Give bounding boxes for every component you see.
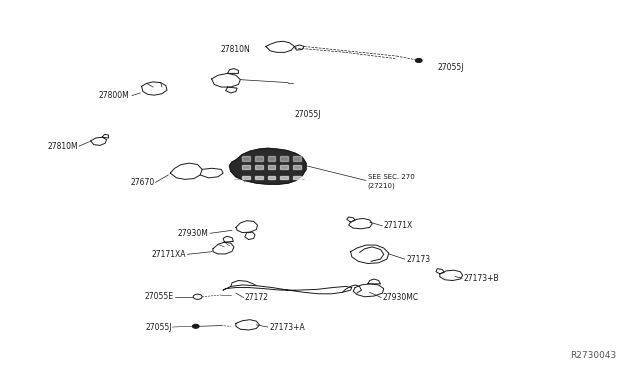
Polygon shape — [243, 164, 250, 169]
Text: 27055E: 27055E — [145, 292, 173, 301]
Text: 27055J: 27055J — [294, 109, 321, 119]
Polygon shape — [268, 164, 275, 169]
Circle shape — [415, 59, 422, 62]
Text: 27172: 27172 — [245, 293, 269, 302]
Text: 27930MC: 27930MC — [383, 293, 419, 302]
Polygon shape — [268, 176, 275, 179]
Text: 27810M: 27810M — [47, 142, 78, 151]
Text: 27173: 27173 — [406, 254, 430, 264]
Polygon shape — [280, 157, 288, 161]
Text: SEE SEC. 270: SEE SEC. 270 — [368, 174, 415, 180]
Text: 27173+A: 27173+A — [269, 323, 305, 331]
Text: 27800M: 27800M — [98, 91, 129, 100]
Polygon shape — [243, 176, 250, 179]
Polygon shape — [293, 157, 301, 161]
Text: 27173+B: 27173+B — [463, 274, 499, 283]
Text: 27055J: 27055J — [146, 323, 172, 331]
Text: 27930M: 27930M — [178, 229, 209, 238]
Polygon shape — [268, 157, 275, 161]
Text: 27055J: 27055J — [438, 63, 465, 72]
Text: 27171X: 27171X — [384, 221, 413, 230]
Polygon shape — [280, 176, 288, 179]
Text: (27210): (27210) — [368, 183, 396, 189]
Polygon shape — [255, 164, 262, 169]
Text: 27670: 27670 — [130, 178, 154, 187]
Polygon shape — [255, 176, 262, 179]
Text: R2730043: R2730043 — [570, 351, 616, 360]
Text: 27171XA: 27171XA — [152, 250, 186, 259]
Polygon shape — [293, 164, 301, 169]
Polygon shape — [293, 176, 301, 179]
Circle shape — [193, 324, 199, 328]
Text: 27810N: 27810N — [220, 45, 250, 54]
Polygon shape — [243, 157, 250, 161]
Polygon shape — [230, 148, 306, 184]
Polygon shape — [255, 157, 262, 161]
Polygon shape — [280, 164, 288, 169]
